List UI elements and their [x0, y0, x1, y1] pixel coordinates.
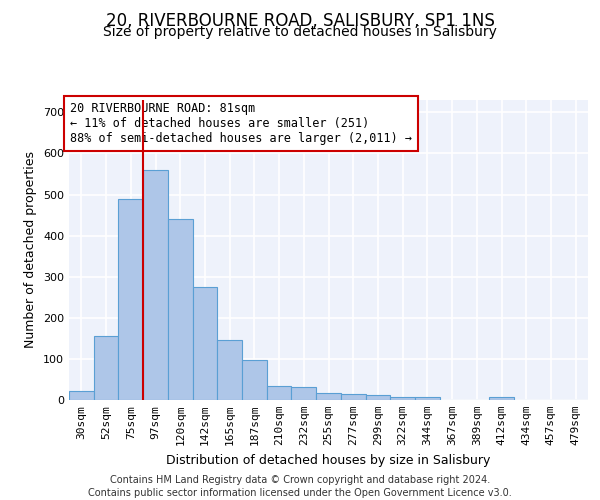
Text: 20, RIVERBOURNE ROAD, SALISBURY, SP1 1NS: 20, RIVERBOURNE ROAD, SALISBURY, SP1 1NS [106, 12, 494, 30]
Text: Contains HM Land Registry data © Crown copyright and database right 2024.: Contains HM Land Registry data © Crown c… [110, 475, 490, 485]
Bar [415, 397, 440, 400]
Bar [242, 360, 267, 400]
Bar [267, 386, 292, 400]
Bar [217, 340, 242, 400]
Bar [143, 170, 168, 400]
Bar [390, 397, 415, 400]
Text: Size of property relative to detached houses in Salisbury: Size of property relative to detached ho… [103, 25, 497, 39]
Bar [489, 397, 514, 400]
Bar [316, 394, 341, 400]
Bar [292, 387, 316, 400]
Text: Contains public sector information licensed under the Open Government Licence v3: Contains public sector information licen… [88, 488, 512, 498]
Bar [69, 391, 94, 400]
Bar [193, 287, 217, 400]
Bar [118, 198, 143, 400]
Y-axis label: Number of detached properties: Number of detached properties [25, 152, 37, 348]
Bar [94, 336, 118, 400]
Bar [168, 219, 193, 400]
Text: 20 RIVERBOURNE ROAD: 81sqm
← 11% of detached houses are smaller (251)
88% of sem: 20 RIVERBOURNE ROAD: 81sqm ← 11% of deta… [70, 102, 412, 145]
Bar [341, 394, 365, 400]
Bar [365, 395, 390, 400]
X-axis label: Distribution of detached houses by size in Salisbury: Distribution of detached houses by size … [166, 454, 491, 466]
